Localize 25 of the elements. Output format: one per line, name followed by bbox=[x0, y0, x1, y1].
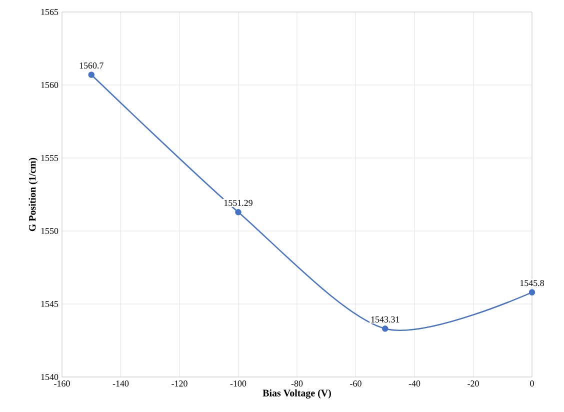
x-tick-label: -80 bbox=[291, 380, 303, 387]
x-tick-label: -160 bbox=[54, 380, 70, 387]
data-label: 1551.29 bbox=[224, 200, 252, 206]
y-axis-title: G Position (1/cm) bbox=[28, 158, 38, 232]
x-tick-label: -40 bbox=[408, 380, 420, 387]
x-tick-label: -100 bbox=[230, 380, 246, 387]
y-tick-label: 1545 bbox=[41, 300, 58, 308]
y-tick-label: 1540 bbox=[41, 374, 58, 380]
y-tick-label: 1555 bbox=[41, 154, 58, 162]
point bbox=[382, 326, 388, 332]
x-tick-label: 0 bbox=[530, 380, 534, 387]
y-tick-label: 1565 bbox=[41, 8, 58, 16]
y-tick-label: 1560 bbox=[41, 82, 58, 88]
x-tick-label: -60 bbox=[350, 380, 362, 387]
x-tick-label: -20 bbox=[468, 380, 479, 387]
point bbox=[528, 289, 536, 296]
point bbox=[235, 209, 242, 216]
x-tick-label: -140 bbox=[112, 380, 129, 387]
data-label: 1560.7 bbox=[80, 62, 104, 69]
x-tick-label: -120 bbox=[172, 380, 188, 387]
point bbox=[88, 72, 95, 78]
data-label: 1545.8 bbox=[520, 280, 544, 286]
data-label: 1543.31 bbox=[371, 316, 400, 322]
y-tick-label: 1550 bbox=[41, 228, 58, 234]
x-axis-title: Bias Voltage (V) bbox=[262, 389, 331, 399]
